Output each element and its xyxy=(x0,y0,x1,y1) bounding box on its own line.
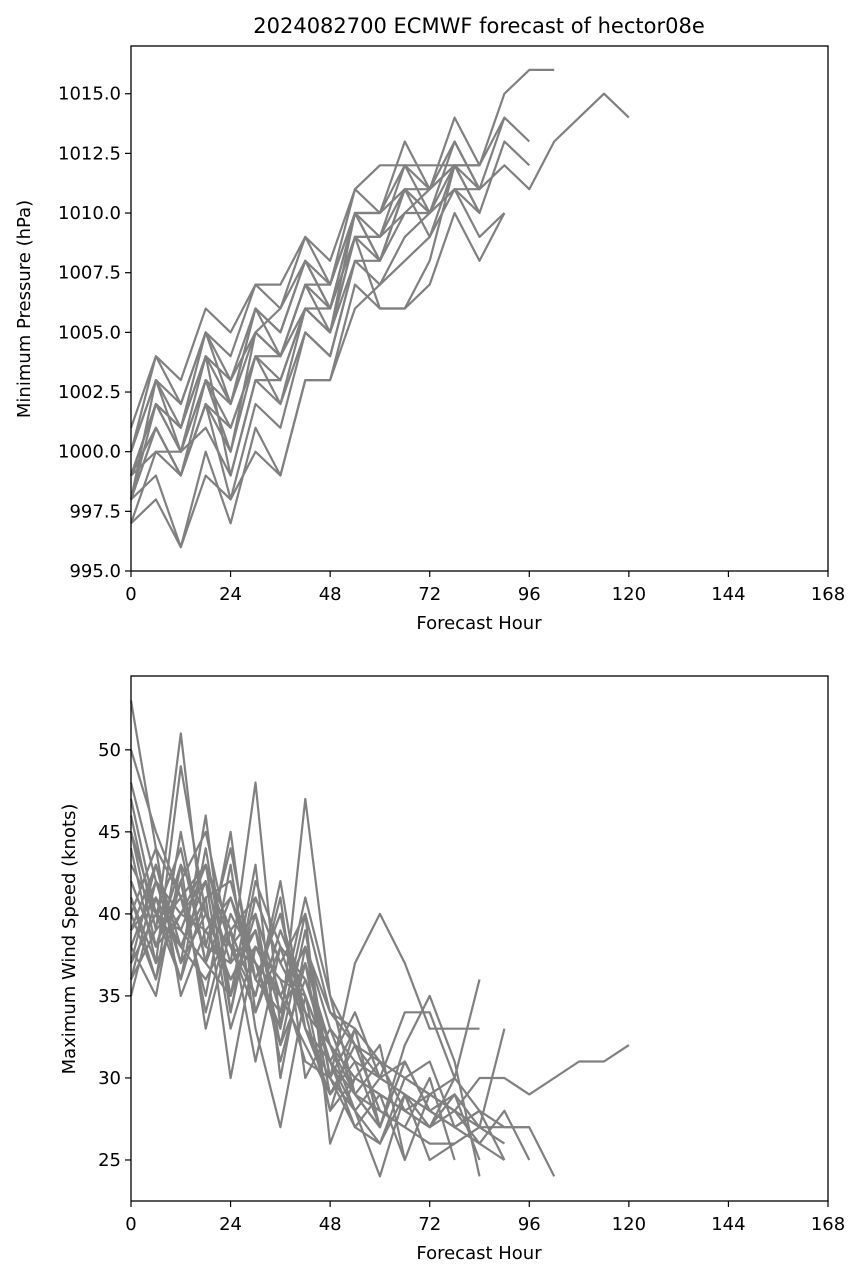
pressure-series-line-13 xyxy=(129,188,431,453)
wind-panel: 0 24 48 72 96 120 144 168 25 30 35 40 45 50 Forecast… xyxy=(59,675,845,1264)
wind-y-axis: 25 30 35 40 45 50 xyxy=(98,740,131,1171)
pressure-y-tick-label: 1015.0 xyxy=(58,84,121,105)
wind-x-tick-label: 120 xyxy=(612,1214,646,1235)
wind-series-group xyxy=(129,700,630,1178)
wind-x-tick-label: 96 xyxy=(518,1214,541,1235)
wind-y-axis-label: Maximum Wind Speed (knots) xyxy=(59,804,80,1075)
pressure-panel: 2024082700 ECMWF forecast of hector08e 0… xyxy=(14,14,845,634)
pressure-x-tick-label: 144 xyxy=(711,584,745,605)
wind-axes-frame xyxy=(130,675,829,1202)
pressure-y-tick-label: 1000.0 xyxy=(58,442,121,463)
pressure-axes-frame xyxy=(130,45,829,572)
wind-x-tick-label: 168 xyxy=(811,1214,845,1235)
wind-x-axis: 0 24 48 72 96 120 144 168 xyxy=(125,1201,845,1235)
pressure-x-axis: 0 24 48 72 96 120 144 168 xyxy=(125,571,845,605)
wind-series-line-22 xyxy=(130,896,332,1095)
pressure-y-tick-label: 995.0 xyxy=(69,561,121,582)
pressure-series-group xyxy=(129,68,630,549)
wind-x-tick-label: 72 xyxy=(418,1214,441,1235)
pressure-y-tick-label: 997.5 xyxy=(69,501,121,522)
wind-series-line-8 xyxy=(130,847,480,1080)
wind-series-line-23 xyxy=(129,831,356,1079)
wind-y-tick-label: 25 xyxy=(98,1150,121,1171)
wind-x-tick-label: 24 xyxy=(219,1214,242,1235)
pressure-x-tick-label: 96 xyxy=(518,584,541,605)
pressure-x-tick-label: 48 xyxy=(319,584,342,605)
pressure-series-line-0 xyxy=(129,68,555,452)
pressure-x-tick-label: 0 xyxy=(125,584,136,605)
chart-title: 2024082700 ECMWF forecast of hector08e xyxy=(253,14,705,38)
wind-x-tick-label: 48 xyxy=(319,1214,342,1235)
pressure-y-axis-label: Minimum Pressure (hPa) xyxy=(14,200,35,418)
pressure-x-tick-label: 120 xyxy=(612,584,646,605)
pressure-x-tick-label: 24 xyxy=(219,584,242,605)
wind-y-tick-label: 30 xyxy=(98,1068,121,1089)
pressure-y-tick-label: 1005.0 xyxy=(58,322,121,343)
wind-y-tick-label: 50 xyxy=(98,740,121,761)
pressure-y-axis: 995.0 997.5 1000.0 1002.5 1005.0 1007.5 1010.0… xyxy=(58,84,131,582)
pressure-x-tick-label: 168 xyxy=(811,584,845,605)
pressure-y-tick-label: 1007.5 xyxy=(58,263,121,284)
wind-y-tick-label: 45 xyxy=(98,822,121,843)
pressure-x-axis-label: Forecast Hour xyxy=(416,613,542,634)
pressure-y-tick-label: 1002.5 xyxy=(58,382,121,403)
wind-x-axis-label: Forecast Hour xyxy=(416,1243,542,1264)
wind-y-tick-label: 40 xyxy=(98,904,121,925)
pressure-series-line-14 xyxy=(129,188,406,476)
pressure-x-tick-label: 72 xyxy=(418,584,441,605)
pressure-y-tick-label: 1012.5 xyxy=(58,143,121,164)
wind-x-tick-label: 144 xyxy=(711,1214,745,1235)
pressure-series-line-15 xyxy=(129,260,357,500)
wind-series-line-13 xyxy=(129,847,456,1162)
wind-y-tick-label: 35 xyxy=(98,986,121,1007)
wind-series-line-19 xyxy=(129,863,406,1161)
wind-series-line-16 xyxy=(129,798,431,1112)
wind-x-tick-label: 0 xyxy=(125,1214,136,1235)
pressure-y-tick-label: 1010.0 xyxy=(58,203,121,224)
pressure-series-line-6 xyxy=(130,211,506,549)
